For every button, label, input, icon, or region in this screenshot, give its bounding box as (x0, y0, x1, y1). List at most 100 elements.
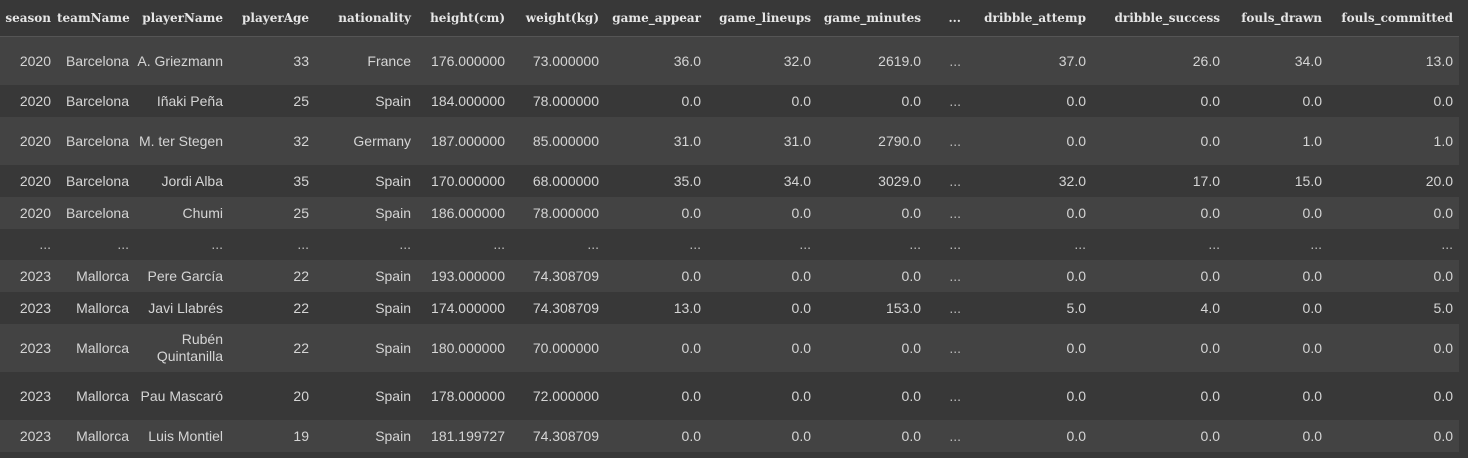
cell-fouls-drawn: 0.0 (1302, 204, 1322, 221)
cell-ellipsis: ... (949, 267, 961, 284)
cell-ellipsis: ... (949, 339, 961, 356)
cell-game-lineups: 0.0 (791, 204, 811, 221)
cell-season: 2023 (19, 387, 51, 404)
cell-nationality: Spain (375, 299, 411, 316)
cell-player-name: M. ter Stegen (138, 132, 223, 149)
cell-weight: 78.000000 (532, 92, 599, 109)
cell-game-minutes: 0.0 (901, 387, 921, 404)
cell-game-lineups: 0.0 (791, 339, 811, 356)
cell-game-appear: ... (689, 236, 701, 252)
cell-dribble-attemp: 0.0 (1066, 427, 1086, 444)
cell-game-lineups: 32.0 (783, 52, 811, 69)
cell-nationality: Spain (375, 387, 411, 404)
cell-team-name: Barcelona (65, 92, 129, 109)
cell-player-name: Luis Montiel (148, 427, 223, 444)
cell-dribble-attemp: 0.0 (1066, 204, 1086, 221)
column-header: game_minutes (817, 0, 927, 37)
cell-weight: 74.308709 (532, 299, 599, 316)
cell-dribble-success: 17.0 (1192, 172, 1220, 189)
cell-ellipsis: ... (949, 52, 961, 69)
column-header: game_lineups (707, 0, 817, 37)
table-row: 2023 Mallorca Pau Mascaró 20 Spain 178.0… (0, 372, 1459, 420)
cell-game-lineups: 0.0 (791, 267, 811, 284)
table-row: 2023 Mallorca Javi Llabrés 22 Spain 174.… (0, 292, 1459, 324)
cell-fouls-drawn: 34.0 (1294, 52, 1322, 69)
cell-height: 174.000000 (431, 299, 505, 316)
column-header: ... (927, 0, 967, 37)
cell-game-appear: 0.0 (681, 339, 701, 356)
cell-team-name: Barcelona (65, 132, 129, 149)
cell-game-minutes: 2619.0 (878, 52, 921, 69)
cell-season: 2020 (19, 52, 51, 69)
cell-ellipsis: ... (949, 427, 961, 444)
cell-height: ... (493, 236, 505, 252)
cell-game-minutes: 0.0 (901, 427, 921, 444)
cell-game-minutes: ... (909, 236, 921, 252)
cell-fouls-drawn: 1.0 (1302, 132, 1322, 149)
cell-player-age: ... (297, 236, 309, 252)
column-header: playerName (135, 0, 229, 37)
cell-dribble-success: 26.0 (1192, 52, 1220, 69)
cell-nationality: Spain (375, 427, 411, 444)
cell-nationality: Spain (375, 204, 411, 221)
cell-fouls-committed: 1.0 (1433, 132, 1453, 149)
cell-season: 2023 (19, 427, 51, 444)
cell-game-appear: 0.0 (681, 267, 701, 284)
column-header: playerAge (229, 0, 315, 37)
cell-game-minutes: 2790.0 (878, 132, 921, 149)
cell-dribble-attemp: 0.0 (1066, 387, 1086, 404)
cell-player-name: Chumi (182, 204, 223, 221)
cell-height: 178.000000 (431, 387, 505, 404)
cell-fouls-committed: 0.0 (1433, 427, 1453, 444)
column-header: fouls_drawn (1226, 0, 1328, 37)
cell-dribble-attemp: 0.0 (1066, 339, 1086, 356)
column-header: dribble_attemp (967, 0, 1092, 37)
cell-player-age: 25 (293, 204, 309, 221)
cell-weight: 74.308709 (532, 427, 599, 444)
table-row: 2020 Barcelona Jordi Alba 35 Spain 170.0… (0, 165, 1459, 197)
cell-game-lineups: 0.0 (791, 387, 811, 404)
cell-fouls-committed: 13.0 (1425, 52, 1453, 69)
cell-ellipsis: ... (949, 172, 961, 189)
cell-weight: 70.000000 (532, 339, 599, 356)
table-row: 2023 Mallorca Rubén Quintanilla 22 Spain… (0, 324, 1459, 372)
cell-season: 2020 (19, 172, 51, 189)
cell-fouls-drawn: 0.0 (1302, 267, 1322, 284)
cell-player-name: Rubén Quintanilla (156, 331, 223, 364)
cell-weight: 85.000000 (532, 132, 599, 149)
cell-fouls-drawn: 0.0 (1302, 299, 1322, 316)
cell-ellipsis: ... (949, 92, 961, 109)
cell-ellipsis: ... (949, 387, 961, 404)
cell-player-age: 22 (293, 299, 309, 316)
cell-player-age: 25 (293, 92, 309, 109)
cell-dribble-attemp: 32.0 (1058, 172, 1086, 189)
cell-dribble-attemp: 37.0 (1058, 52, 1086, 69)
table-row: 2023 Mallorca Pere García 22 Spain 193.0… (0, 260, 1459, 292)
cell-dribble-success: 0.0 (1200, 387, 1220, 404)
cell-weight: 74.308709 (532, 267, 599, 284)
cell-height: 176.000000 (431, 52, 505, 69)
cell-dribble-success: 0.0 (1200, 339, 1220, 356)
cell-fouls-committed: 0.0 (1433, 387, 1453, 404)
cell-game-lineups: 34.0 (783, 172, 811, 189)
cell-team-name: Mallorca (76, 299, 129, 316)
cell-nationality: Spain (375, 92, 411, 109)
cell-dribble-success: 0.0 (1200, 92, 1220, 109)
cell-player-name: Pau Mascaró (140, 387, 223, 404)
table-row: 2023 Mallorca Luis Montiel 19 Spain 181.… (0, 420, 1459, 452)
cell-fouls-drawn: ... (1310, 236, 1322, 252)
cell-fouls-committed: 0.0 (1433, 92, 1453, 109)
cell-game-appear: 0.0 (681, 92, 701, 109)
cell-game-appear: 13.0 (673, 299, 701, 316)
column-header: game_appear (605, 0, 707, 37)
cell-season: 2023 (19, 339, 51, 356)
cell-game-appear: 0.0 (681, 387, 701, 404)
cell-weight: 78.000000 (532, 204, 599, 221)
cell-season: 2020 (19, 132, 51, 149)
column-header: weight(kg) (511, 0, 605, 37)
cell-player-age: 33 (293, 52, 309, 69)
cell-game-minutes: 3029.0 (878, 172, 921, 189)
cell-height: 170.000000 (431, 172, 505, 189)
cell-fouls-committed: 5.0 (1433, 299, 1453, 316)
